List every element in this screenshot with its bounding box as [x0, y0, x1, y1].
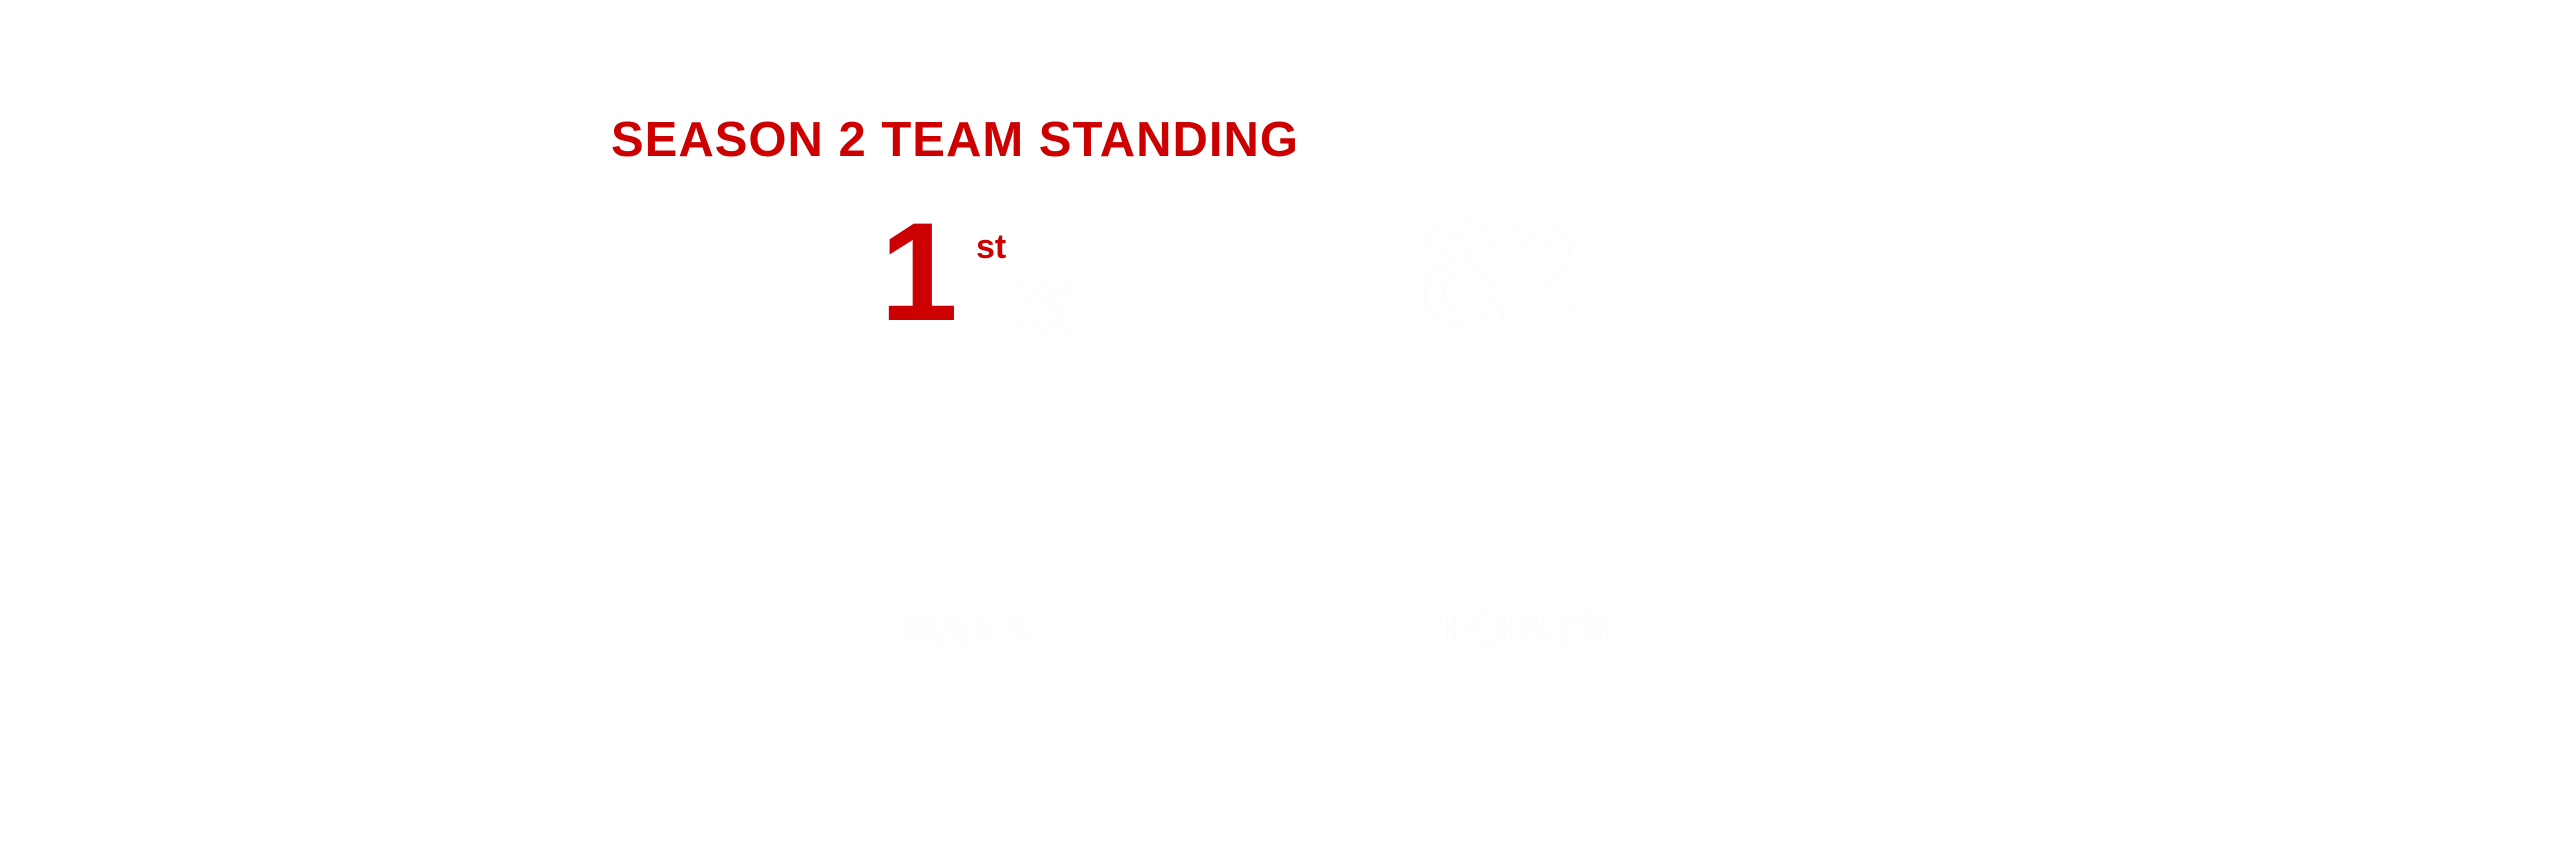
rank-total: /6	[1010, 263, 1077, 352]
points-value: 82	[1420, 193, 1576, 350]
page-title: SEASON 2 TEAM STANDING	[610, 113, 1300, 167]
rank-suffix: st	[976, 228, 1007, 266]
rank-label: RANK	[905, 604, 1033, 653]
points-label: POINTS	[1445, 604, 1609, 653]
rank-value: 1	[880, 193, 958, 350]
